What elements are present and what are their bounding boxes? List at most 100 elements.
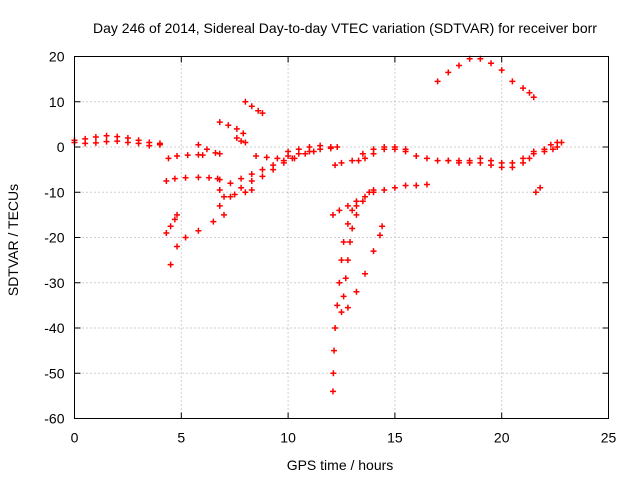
data-point bbox=[195, 174, 202, 181]
data-point bbox=[477, 159, 484, 166]
data-point bbox=[455, 62, 462, 69]
data-point bbox=[361, 155, 368, 162]
data-series-arc-24 bbox=[532, 184, 544, 196]
data-point bbox=[520, 85, 527, 92]
data-point bbox=[233, 125, 240, 132]
data-point bbox=[413, 153, 420, 160]
data-point bbox=[549, 146, 556, 153]
data-point bbox=[488, 162, 495, 169]
data-point bbox=[167, 261, 174, 268]
data-series-arc-19 bbox=[344, 223, 386, 311]
data-point bbox=[344, 220, 351, 227]
data-point bbox=[391, 144, 398, 150]
data-point bbox=[103, 132, 110, 139]
data-point bbox=[238, 175, 245, 182]
data-series-arc-15 bbox=[285, 142, 341, 155]
chart-title: Day 246 of 2014, Sidereal Day-to-day VTE… bbox=[93, 20, 597, 36]
data-series-arc-20 bbox=[332, 146, 548, 169]
data-point bbox=[349, 225, 356, 232]
data-series-arc-17 bbox=[329, 181, 430, 218]
data-point bbox=[171, 175, 178, 182]
data-point bbox=[336, 207, 343, 214]
data-series-arc-25 bbox=[530, 139, 565, 155]
data-point bbox=[336, 279, 343, 286]
data-point bbox=[135, 140, 142, 147]
data-point bbox=[376, 232, 383, 239]
data-point bbox=[221, 211, 228, 218]
data-point bbox=[402, 146, 409, 153]
data-point bbox=[340, 239, 347, 246]
data-point bbox=[289, 155, 296, 162]
data-point bbox=[455, 159, 462, 166]
data-point bbox=[526, 89, 533, 96]
y-tick-label: -20 bbox=[44, 230, 64, 246]
data-point bbox=[163, 177, 170, 184]
data-point bbox=[302, 150, 309, 157]
data-point bbox=[359, 198, 366, 205]
data-point bbox=[171, 216, 178, 223]
data-point bbox=[554, 144, 561, 150]
data-series-arc-06 bbox=[165, 151, 206, 162]
data-point bbox=[295, 146, 302, 153]
data-point bbox=[370, 146, 377, 153]
data-point bbox=[195, 141, 202, 148]
data-point bbox=[242, 98, 249, 105]
data-point bbox=[163, 229, 170, 236]
data-point bbox=[248, 177, 255, 184]
data-point bbox=[466, 159, 473, 166]
data-point bbox=[344, 202, 351, 209]
data-point bbox=[92, 139, 99, 146]
data-point bbox=[248, 186, 255, 193]
data-point bbox=[184, 152, 191, 159]
data-point bbox=[195, 227, 202, 234]
data-point bbox=[331, 347, 338, 354]
data-point bbox=[253, 153, 260, 160]
data-point bbox=[355, 157, 362, 164]
data-point bbox=[174, 153, 181, 160]
data-point bbox=[306, 144, 313, 150]
data-point bbox=[203, 146, 210, 153]
data-point bbox=[353, 211, 360, 218]
data-series-arc-03 bbox=[163, 211, 181, 236]
x-tick-label: 10 bbox=[280, 430, 296, 446]
data-point bbox=[216, 119, 223, 126]
data-point bbox=[210, 218, 217, 225]
data-point bbox=[92, 134, 99, 141]
y-tick-label: -40 bbox=[44, 320, 64, 336]
data-point bbox=[174, 211, 181, 218]
data-point bbox=[216, 186, 223, 193]
data-point bbox=[488, 60, 495, 67]
data-series-arc-18 bbox=[338, 186, 377, 316]
data-point bbox=[167, 223, 174, 230]
data-point bbox=[353, 198, 360, 205]
data-point bbox=[340, 293, 347, 300]
data-series-arc-21 bbox=[359, 144, 409, 157]
y-tick-label: -60 bbox=[44, 411, 64, 427]
data-point bbox=[274, 155, 281, 162]
data-point bbox=[225, 122, 232, 129]
tick-labels: 0 5 10 15 20 25 -60 -50 -40 -30 -20 -10 0 10 20 bbox=[44, 49, 616, 446]
y-tick-label: 10 bbox=[49, 94, 65, 110]
data-point bbox=[199, 152, 206, 159]
data-series-arc-05 bbox=[163, 174, 223, 184]
data-series-arc-12 bbox=[216, 155, 296, 193]
data-series-arc-04 bbox=[167, 211, 228, 268]
data-point bbox=[182, 234, 189, 241]
data-point bbox=[361, 270, 368, 277]
y-tick-label: -50 bbox=[44, 365, 64, 381]
data-point bbox=[174, 243, 181, 250]
data-point bbox=[402, 182, 409, 189]
data-point bbox=[498, 164, 505, 171]
data-point bbox=[124, 139, 131, 146]
data-point bbox=[330, 370, 337, 377]
data-point bbox=[334, 302, 341, 309]
data-point bbox=[182, 174, 189, 181]
data-point bbox=[227, 193, 234, 200]
data-series-arc-08 bbox=[216, 119, 247, 137]
data-point bbox=[359, 150, 366, 157]
data-point bbox=[361, 193, 368, 200]
data-point bbox=[520, 159, 527, 166]
data-point bbox=[240, 130, 247, 137]
data-point bbox=[509, 164, 516, 171]
data-point bbox=[338, 309, 345, 316]
